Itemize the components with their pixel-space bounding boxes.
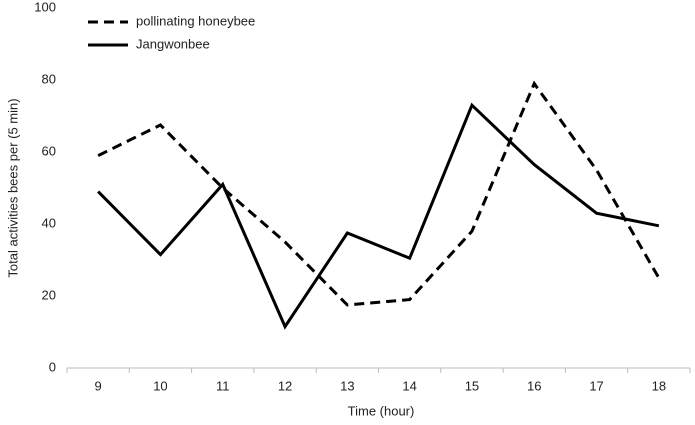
y-tick-label: 80 xyxy=(42,71,56,86)
legend-label: pollinating honeybee xyxy=(136,13,255,28)
y-tick-label: 60 xyxy=(42,143,56,158)
x-tick-label: 18 xyxy=(652,378,666,393)
x-tick-label: 11 xyxy=(216,378,230,393)
x-tick-label: 17 xyxy=(589,378,603,393)
x-tick-label: 13 xyxy=(340,378,354,393)
series-line xyxy=(97,102,660,330)
y-tick-label: 20 xyxy=(42,287,56,302)
y-axis-title: Total activities bees per (5 min) xyxy=(5,98,20,277)
x-axis-title: Time (hour) xyxy=(348,403,415,418)
x-tick-label: 14 xyxy=(402,378,416,393)
y-tick-label: 40 xyxy=(42,215,56,230)
y-tick-label: 100 xyxy=(34,0,56,14)
series-line xyxy=(97,80,661,307)
x-tick-label: 12 xyxy=(278,378,292,393)
x-tick-label: 10 xyxy=(153,378,167,393)
x-tick-label: 15 xyxy=(465,378,479,393)
x-tick-label: 9 xyxy=(95,378,102,393)
legend-label: Jangwonbee xyxy=(136,36,210,51)
x-tick-label: 16 xyxy=(527,378,541,393)
y-tick-label: 0 xyxy=(49,359,56,374)
